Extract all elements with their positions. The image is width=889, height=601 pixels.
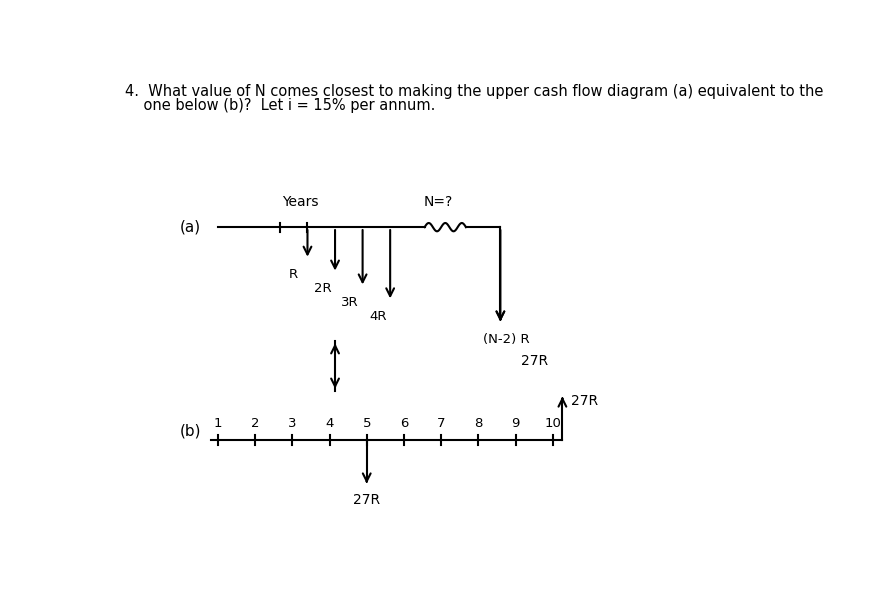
Text: (N-2) R: (N-2) R — [483, 333, 529, 346]
Text: 1: 1 — [213, 417, 222, 430]
Text: 2: 2 — [251, 417, 260, 430]
Text: 27R: 27R — [572, 394, 598, 407]
Text: 27R: 27R — [521, 355, 549, 368]
Text: N=?: N=? — [424, 195, 453, 209]
Text: 4R: 4R — [369, 310, 387, 323]
Text: 2R: 2R — [314, 282, 332, 294]
Text: 4: 4 — [325, 417, 333, 430]
Text: 3R: 3R — [341, 296, 359, 309]
Text: 27R: 27R — [353, 493, 380, 507]
Text: R: R — [289, 268, 299, 281]
Text: (b): (b) — [180, 423, 201, 438]
Text: 7: 7 — [436, 417, 445, 430]
Text: Years: Years — [283, 195, 319, 209]
Text: 4.  What value of N comes closest to making the upper cash flow diagram (a) equi: 4. What value of N comes closest to maki… — [124, 84, 823, 99]
Text: 8: 8 — [474, 417, 483, 430]
Text: 5: 5 — [363, 417, 371, 430]
Text: 6: 6 — [400, 417, 408, 430]
Text: (a): (a) — [180, 219, 201, 234]
Text: 9: 9 — [511, 417, 520, 430]
Text: 3: 3 — [288, 417, 297, 430]
Text: one below (b)?  Let i = 15% per annum.: one below (b)? Let i = 15% per annum. — [124, 97, 436, 112]
Text: 10: 10 — [544, 417, 561, 430]
